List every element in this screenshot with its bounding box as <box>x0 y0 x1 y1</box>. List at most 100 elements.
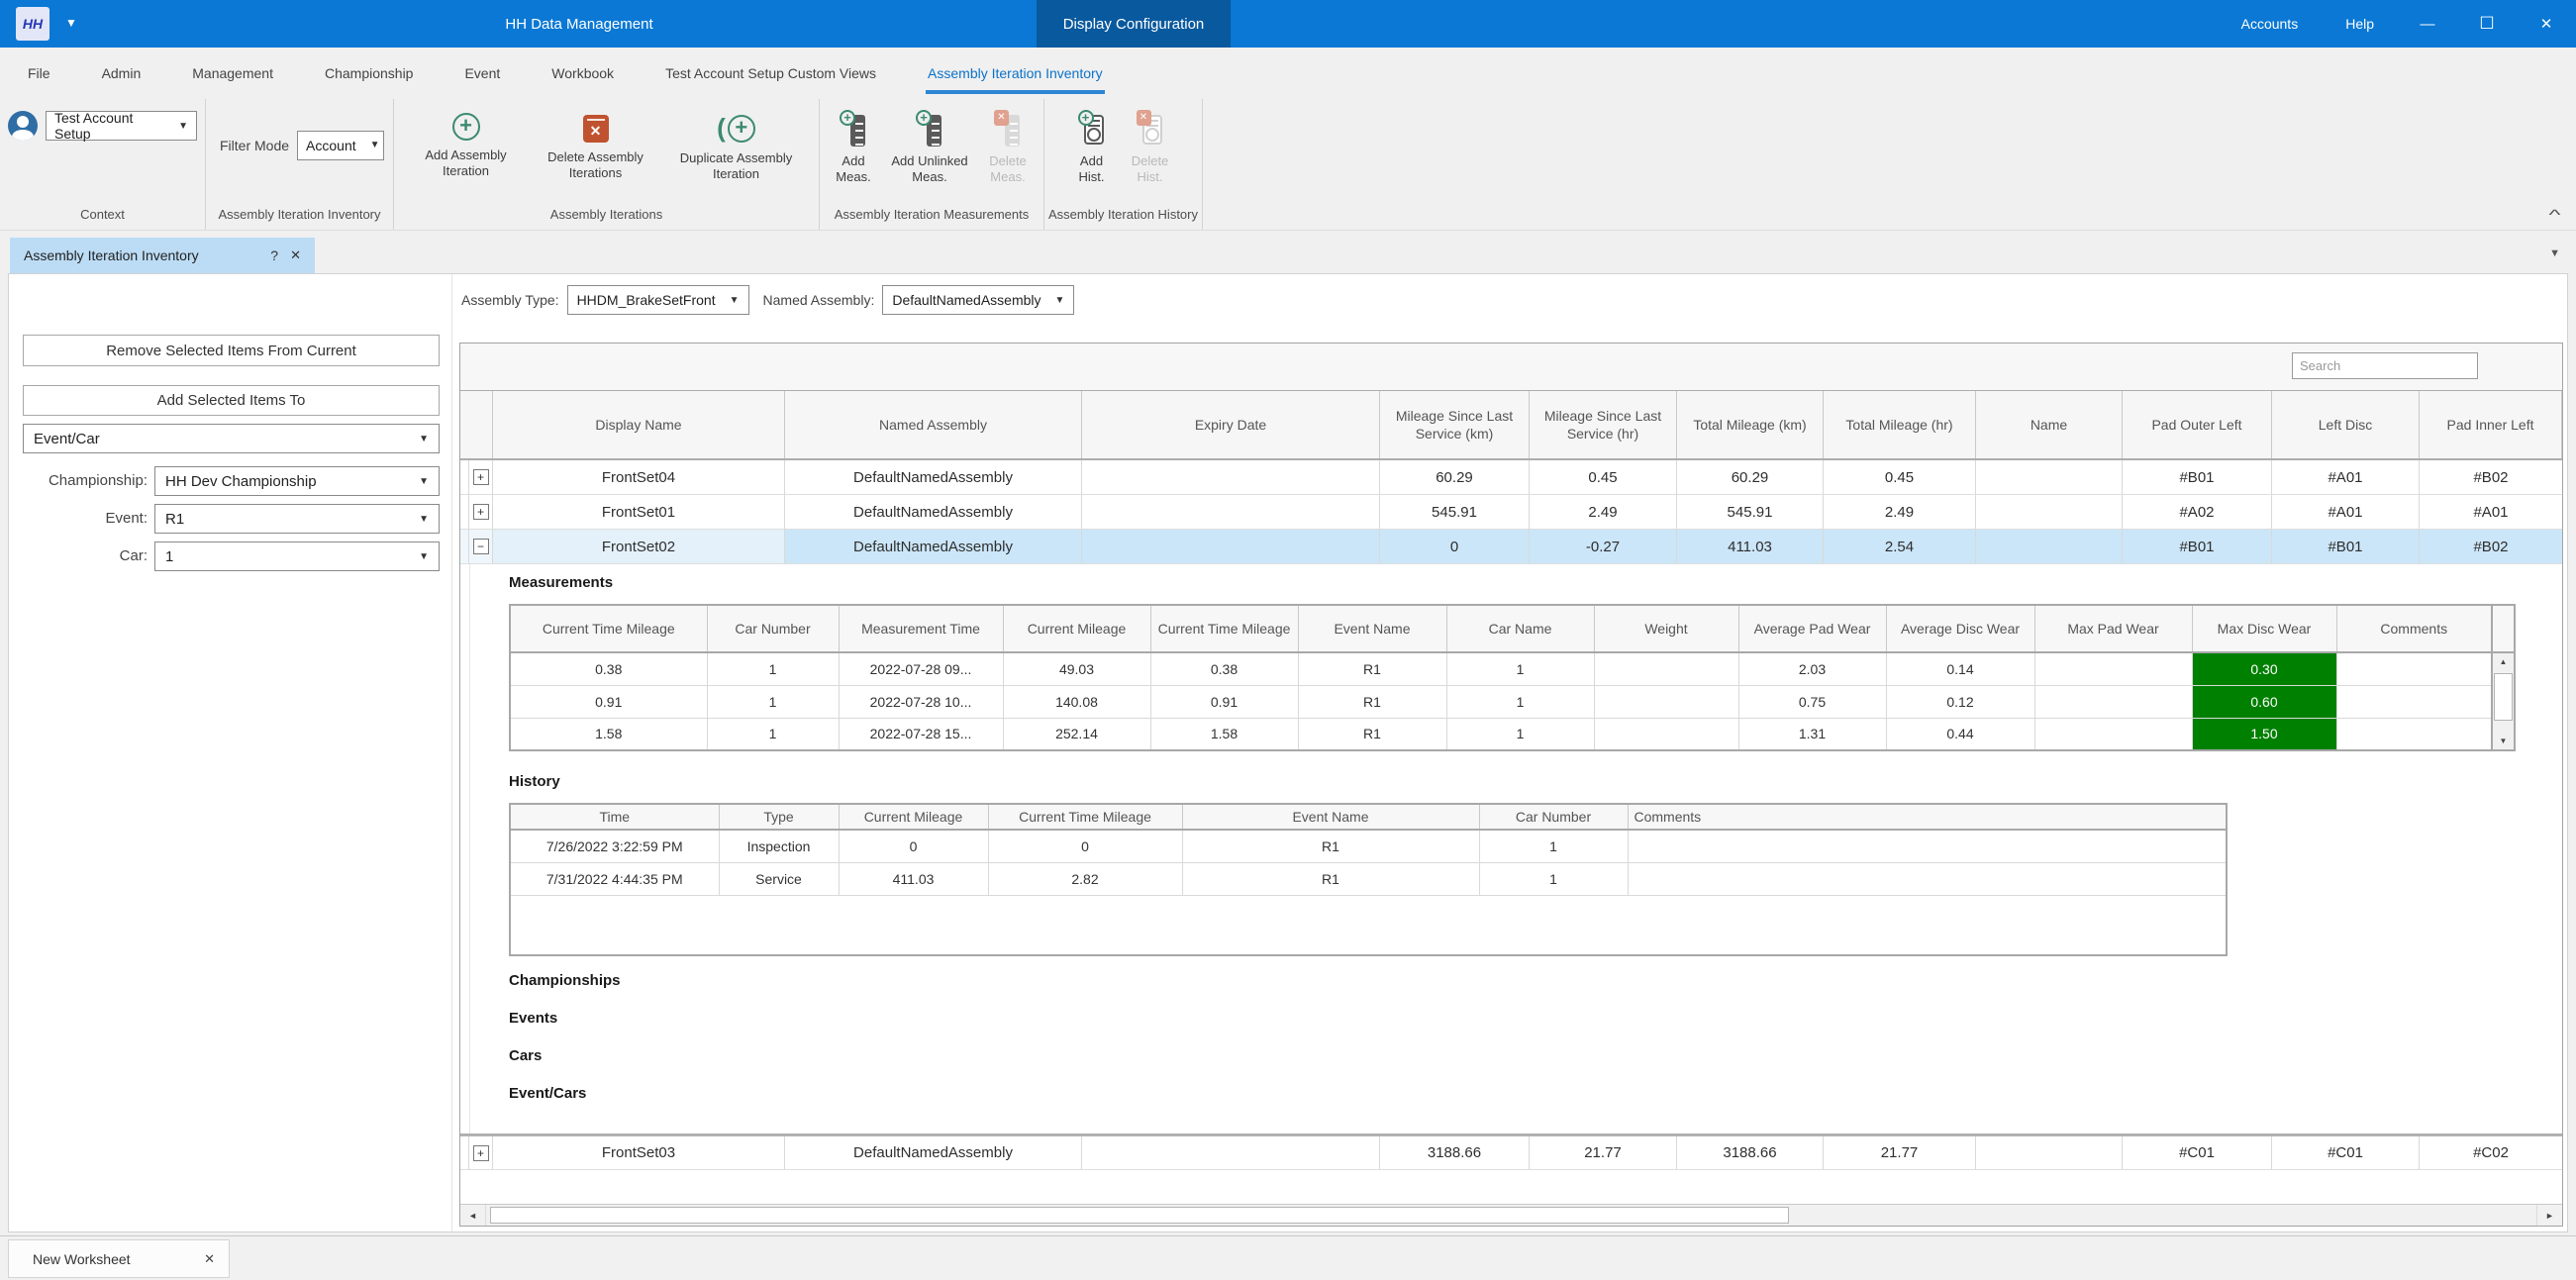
cell[interactable]: 0.91 <box>1149 684 1299 719</box>
column-header-left-disc[interactable]: Left Disc <box>2272 391 2420 458</box>
cell[interactable]: 0.75 <box>1737 684 1887 719</box>
delete-history-button[interactable]: Delete Hist. <box>1124 110 1177 186</box>
column-header[interactable]: Current Mileage <box>838 803 989 831</box>
cell-pad-inner-left[interactable]: #C02 <box>2473 1144 2509 1161</box>
column-header-total-mileage-km[interactable]: Total Mileage (km) <box>1677 391 1824 458</box>
table-row[interactable]: 0.91 1 2022-07-28 10... 140.08 0.91 R1 1 0.75 0.… <box>509 684 2493 719</box>
section-events[interactable]: Events <box>509 1010 558 1027</box>
event-dropdown[interactable]: R1 ▼ <box>154 504 440 534</box>
accounts-menu[interactable]: Accounts <box>2240 16 2299 32</box>
cell-expiry-date[interactable] <box>1082 1136 1380 1169</box>
cell[interactable]: 252.14 <box>1002 717 1151 751</box>
cell[interactable] <box>2033 651 2193 686</box>
search-input[interactable] <box>2292 352 2478 379</box>
cell[interactable]: 1 <box>706 684 840 719</box>
cell-left-disc[interactable]: #A01 <box>2272 460 2420 494</box>
column-header[interactable]: Event Name <box>1297 604 1447 653</box>
cell[interactable] <box>1593 717 1739 751</box>
column-header-named-assembly[interactable]: Named Assembly <box>785 391 1082 458</box>
table-row[interactable]: 7/26/2022 3:22:59 PM Inspection 0 0 R1 1 <box>509 829 2228 863</box>
row-expander[interactable]: + <box>469 460 493 494</box>
cell-name[interactable] <box>1976 495 2123 529</box>
cell-pad-outer-left[interactable]: #A02 <box>2123 495 2272 529</box>
tab-list-caret-icon[interactable]: ▼ <box>2549 247 2560 259</box>
duplicate-assembly-iteration-button[interactable]: Duplicate Assembly Iteration <box>668 111 805 183</box>
document-tab-assembly-iteration-inventory[interactable]: Assembly Iteration Inventory ? ✕ <box>10 238 315 273</box>
cell[interactable]: 2022-07-28 10... <box>838 684 1004 719</box>
section-event-cars[interactable]: Event/Cars <box>509 1085 587 1102</box>
cell[interactable]: 0.12 <box>1885 684 2035 719</box>
close-worksheet-icon[interactable]: ✕ <box>204 1250 215 1266</box>
cell[interactable] <box>1593 684 1739 719</box>
cell-total-hr[interactable]: 21.77 <box>1824 1136 1976 1169</box>
cell-total-hr[interactable]: 0.45 <box>1824 460 1976 494</box>
collapse-icon[interactable]: − <box>472 539 489 554</box>
cell[interactable]: 1.50 <box>2191 717 2337 751</box>
cell[interactable]: R1 <box>1297 717 1447 751</box>
menu-workbook[interactable]: Workbook <box>551 65 615 81</box>
cell-mileage-hr[interactable]: 2.49 <box>1530 495 1677 529</box>
menu-assembly-iteration-inventory[interactable]: Assembly Iteration Inventory <box>902 48 1129 99</box>
column-header[interactable]: Car Number <box>706 604 840 653</box>
cell[interactable]: 1 <box>1445 717 1595 751</box>
cell-named-assembly[interactable]: DefaultNamedAssembly <box>785 495 1082 529</box>
cell[interactable]: 1.58 <box>1149 717 1299 751</box>
cell[interactable] <box>2335 717 2493 751</box>
sidebar-splitter[interactable] <box>451 274 452 1231</box>
menu-championship[interactable]: Championship <box>324 65 414 81</box>
column-header-display-name[interactable]: Display Name <box>493 391 785 458</box>
add-assembly-iteration-button[interactable]: Add Assembly Iteration <box>409 111 524 180</box>
cell[interactable] <box>2033 684 2193 719</box>
scroll-up-icon[interactable]: ▲ <box>2493 653 2514 670</box>
cell[interactable] <box>1627 829 2228 863</box>
column-header[interactable]: Average Disc Wear <box>1885 604 2035 653</box>
cell[interactable]: 2022-07-28 15... <box>838 717 1004 751</box>
column-header-mileage-since-km[interactable]: Mileage Since Last Service (km) <box>1380 391 1530 458</box>
cell[interactable]: 1 <box>706 717 840 751</box>
cell-named-assembly[interactable]: DefaultNamedAssembly <box>785 1136 1082 1169</box>
filter-mode-dropdown[interactable]: Account ▼ <box>297 130 385 160</box>
cell[interactable]: Service <box>718 861 840 896</box>
remove-selected-items-button[interactable]: Remove Selected Items From Current <box>23 335 440 366</box>
cell[interactable] <box>1593 651 1739 686</box>
scrollbar-thumb[interactable] <box>2494 673 2513 721</box>
cell[interactable]: 411.03 <box>838 861 989 896</box>
cell[interactable]: R1 <box>1181 829 1480 863</box>
cell[interactable]: R1 <box>1297 684 1447 719</box>
column-header-mileage-since-hr[interactable]: Mileage Since Last Service (hr) <box>1530 391 1677 458</box>
cell-display-name[interactable]: FrontSet02 <box>493 530 785 563</box>
cell-pad-outer-left[interactable]: #C01 <box>2123 1136 2272 1169</box>
cell-pad-outer-left[interactable]: #B01 <box>2123 460 2272 494</box>
table-row[interactable]: 7/31/2022 4:44:35 PM Service 411.03 2.82 R1 1 <box>509 861 2228 896</box>
assembly-type-dropdown[interactable]: HHDM_BrakeSetFront ▼ <box>566 285 749 315</box>
scroll-left-icon[interactable]: ◄ <box>460 1205 486 1226</box>
table-row[interactable]: 1.58 1 2022-07-28 15... 252.14 1.58 R1 1 1.31 0.… <box>509 717 2493 751</box>
cell[interactable]: 7/26/2022 3:22:59 PM <box>509 829 720 863</box>
cell-name[interactable] <box>1976 1136 2123 1169</box>
cell[interactable]: 1 <box>1478 861 1629 896</box>
cell[interactable]: 0.38 <box>1149 651 1299 686</box>
worksheet-tab-new-worksheet[interactable]: New Worksheet ✕ <box>8 1239 230 1278</box>
cell[interactable]: 0.44 <box>1885 717 2035 751</box>
column-header-pad-inner-left[interactable]: Pad Inner Left <box>2420 391 2562 458</box>
column-header[interactable]: Current Time Mileage <box>509 604 708 653</box>
expand-icon[interactable]: + <box>472 469 489 485</box>
scroll-down-icon[interactable]: ▼ <box>2493 733 2514 749</box>
cell-display-name[interactable]: FrontSet01 <box>493 495 785 529</box>
cell-pad-inner-left[interactable]: #B02 <box>2420 530 2562 563</box>
close-button[interactable]: ✕ <box>2539 16 2553 33</box>
quick-access-caret-icon[interactable]: ▼ <box>65 16 77 30</box>
column-header[interactable]: Current Mileage <box>1002 604 1151 653</box>
section-cars[interactable]: Cars <box>509 1047 543 1064</box>
cell[interactable]: 1 <box>706 651 840 686</box>
column-header[interactable]: Max Pad Wear <box>2033 604 2193 653</box>
user-context-dropdown[interactable]: Test Account Setup ▼ <box>46 110 197 142</box>
menu-test-account-setup-custom-views[interactable]: Test Account Setup Custom Views <box>665 65 877 81</box>
grid-row-frontset02-selected[interactable]: − FrontSet02 DefaultNamedAssembly 0 -0.2… <box>460 530 2562 564</box>
column-header[interactable]: Car Name <box>1445 604 1595 653</box>
cell[interactable]: 0.60 <box>2191 684 2337 719</box>
cell-name[interactable] <box>1976 530 2123 563</box>
cell-pad-inner-left[interactable]: #B02 <box>2473 468 2509 486</box>
help-menu[interactable]: Help <box>2345 16 2374 32</box>
table-row[interactable]: 0.38 1 2022-07-28 09... 49.03 0.38 R1 1 2.03 0.1… <box>509 651 2493 686</box>
